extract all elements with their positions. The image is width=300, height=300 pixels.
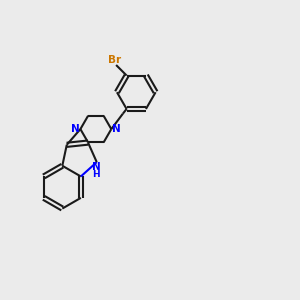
Text: N: N xyxy=(71,124,80,134)
Text: N: N xyxy=(92,163,100,172)
Text: H: H xyxy=(92,170,100,179)
Text: N: N xyxy=(112,124,121,134)
Text: Br: Br xyxy=(108,55,121,65)
